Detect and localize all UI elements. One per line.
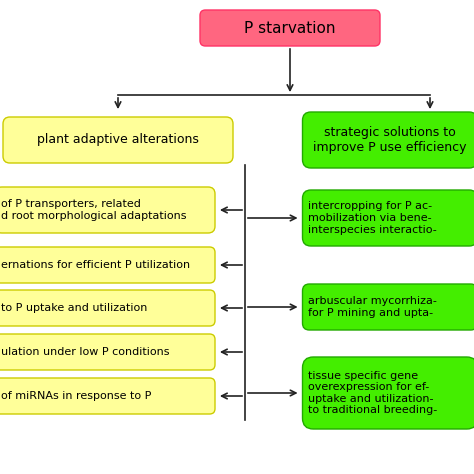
- FancyBboxPatch shape: [0, 290, 215, 326]
- Text: P starvation: P starvation: [244, 20, 336, 36]
- FancyBboxPatch shape: [0, 247, 215, 283]
- Text: ernations for efficient P utilization: ernations for efficient P utilization: [1, 260, 190, 270]
- Text: tissue specific gene
overexpression for ef-
uptake and utilization-
to tradition: tissue specific gene overexpression for …: [309, 371, 438, 415]
- Text: to P uptake and utilization: to P uptake and utilization: [1, 303, 147, 313]
- FancyBboxPatch shape: [302, 112, 474, 168]
- Text: plant adaptive alterations: plant adaptive alterations: [37, 134, 199, 146]
- Text: of miRNAs in response to P: of miRNAs in response to P: [1, 391, 151, 401]
- FancyBboxPatch shape: [0, 378, 215, 414]
- Text: arbuscular mycorrhiza-
for P mining and upta-: arbuscular mycorrhiza- for P mining and …: [309, 296, 438, 318]
- Text: strategic solutions to
improve P use efficiency: strategic solutions to improve P use eff…: [313, 126, 467, 154]
- FancyBboxPatch shape: [0, 334, 215, 370]
- FancyBboxPatch shape: [0, 187, 215, 233]
- FancyBboxPatch shape: [302, 190, 474, 246]
- Text: of P transporters, related
d root morphological adaptations: of P transporters, related d root morpho…: [1, 199, 186, 221]
- Text: ulation under low P conditions: ulation under low P conditions: [1, 347, 170, 357]
- FancyBboxPatch shape: [302, 357, 474, 429]
- FancyBboxPatch shape: [3, 117, 233, 163]
- FancyBboxPatch shape: [302, 284, 474, 330]
- Text: intercropping for P ac-
mobilization via bene-
interspecies interactio-: intercropping for P ac- mobilization via…: [309, 201, 437, 235]
- FancyBboxPatch shape: [200, 10, 380, 46]
